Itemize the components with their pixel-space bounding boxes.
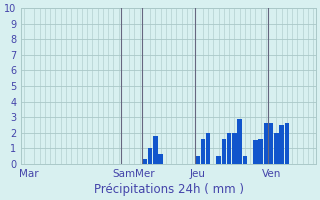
Bar [264, 123, 268, 164]
Bar [269, 123, 273, 164]
Bar [285, 123, 289, 164]
Bar [232, 133, 236, 164]
Bar [237, 119, 242, 164]
Bar [148, 148, 152, 164]
Bar [227, 133, 231, 164]
Bar [258, 139, 263, 164]
Bar [243, 156, 247, 164]
Bar [253, 140, 258, 164]
Bar [195, 156, 200, 164]
Bar [153, 136, 158, 164]
Bar [274, 133, 279, 164]
X-axis label: Précipitations 24h ( mm ): Précipitations 24h ( mm ) [93, 183, 244, 196]
Bar [221, 139, 226, 164]
Bar [206, 133, 210, 164]
Bar [216, 156, 221, 164]
Bar [279, 125, 284, 164]
Bar [143, 159, 147, 164]
Bar [158, 154, 163, 164]
Bar [201, 139, 205, 164]
